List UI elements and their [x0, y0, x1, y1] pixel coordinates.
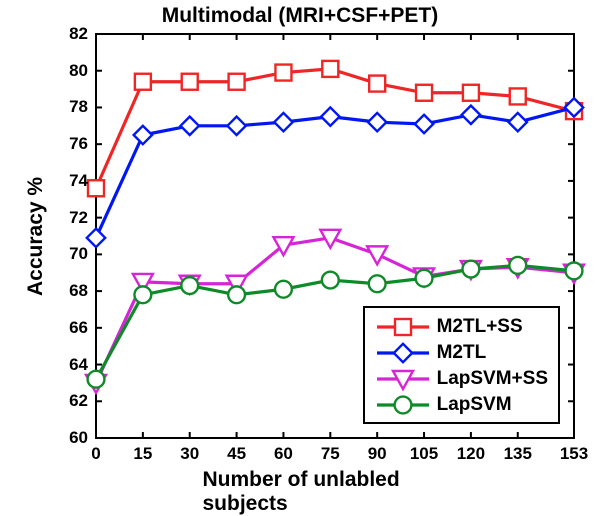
legend-label: M2TL [437, 342, 487, 364]
x-tick-label: 30 [180, 444, 199, 464]
legend: M2TL+SS M2TL LapSVM+SS LapSVM [363, 306, 560, 424]
y-tick-label: 62 [69, 391, 88, 411]
x-tick-label: 120 [457, 444, 485, 464]
series-M2TL+SS [88, 61, 582, 196]
y-tick-label: 64 [69, 355, 88, 375]
x-tick-label: 60 [274, 444, 293, 464]
y-tick-label: 60 [69, 428, 88, 448]
x-tick-label: 90 [368, 444, 387, 464]
legend-label: LapSVM [437, 394, 512, 416]
legend-swatch [375, 314, 431, 340]
legend-label: M2TL+SS [437, 316, 523, 338]
legend-swatch [375, 392, 431, 418]
x-tick-label: 0 [91, 444, 100, 464]
legend-swatch [375, 366, 431, 392]
series-M2TL [87, 98, 583, 247]
legend-label: LapSVM+SS [437, 368, 548, 390]
y-tick-label: 68 [69, 281, 88, 301]
x-tick-label: 153 [560, 444, 588, 464]
x-tick-label: 135 [504, 444, 532, 464]
y-tick-label: 80 [69, 61, 88, 81]
chart-svg [0, 0, 600, 509]
y-tick-label: 72 [69, 208, 88, 228]
y-tick-label: 82 [69, 24, 88, 44]
x-tick-label: 75 [321, 444, 340, 464]
legend-swatch [375, 340, 431, 366]
y-tick-label: 66 [69, 318, 88, 338]
y-tick-label: 74 [69, 171, 88, 191]
legend-item: M2TL+SS [375, 314, 548, 340]
chart-title: Multimodal (MRI+CSF+PET) [0, 4, 600, 28]
y-axis-label: Accuracy % [24, 177, 48, 296]
legend-item: LapSVM [375, 392, 548, 418]
legend-item: LapSVM+SS [375, 366, 548, 392]
y-tick-label: 76 [69, 134, 88, 154]
x-tick-label: 105 [410, 444, 438, 464]
y-tick-label: 70 [69, 244, 88, 264]
x-tick-label: 45 [227, 444, 246, 464]
legend-item: M2TL [375, 340, 548, 366]
x-tick-label: 15 [133, 444, 152, 464]
y-tick-label: 78 [69, 97, 88, 117]
